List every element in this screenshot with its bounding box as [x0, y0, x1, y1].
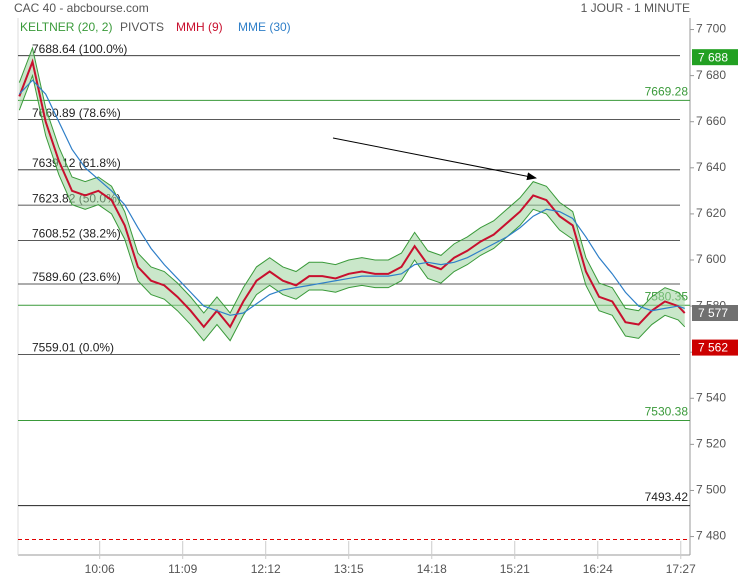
y-tick-label: 7 640: [696, 160, 726, 174]
fib-label: 7589.60 (23.6%): [32, 270, 121, 284]
annotation-arrow: [332, 137, 537, 181]
keltner-upper: [18, 46, 686, 314]
y-tick-label: 7 660: [696, 114, 726, 128]
legend-entry: MME (30): [238, 20, 291, 34]
legend-entry: MMH (9): [176, 20, 223, 34]
chart-title: CAC 40 - abcbourse.com: [14, 1, 149, 15]
x-tick-label: 15:21: [500, 562, 530, 576]
x-tick-label: 12:12: [251, 562, 281, 576]
x-tick-label: 10:06: [85, 562, 115, 576]
y-tick-label: 7 500: [696, 483, 726, 497]
x-tick-label: 17:27: [666, 562, 696, 576]
fib-label: 7639.12 (61.8%): [32, 156, 121, 170]
price-tag-label: 7 577: [698, 306, 728, 320]
pivot-label: 7530.38: [645, 405, 689, 419]
x-tick-label: 14:18: [417, 562, 447, 576]
pivot-label: 7493.42: [645, 490, 689, 504]
y-tick-label: 7 600: [696, 252, 726, 266]
legend-entry: KELTNER (20, 2): [20, 20, 112, 34]
fib-label: 7559.01 (0.0%): [32, 341, 114, 355]
price-line: [18, 58, 686, 329]
ema-line: [18, 79, 685, 316]
y-tick-label: 7 480: [696, 529, 726, 543]
x-tick-label: 13:15: [334, 562, 364, 576]
y-tick-label: 7 680: [696, 68, 726, 82]
legend-entry: PIVOTS: [120, 20, 164, 34]
price-tag: [692, 49, 738, 66]
y-tick-label: 7 700: [696, 22, 726, 36]
price-tag: [692, 339, 738, 356]
price-tag-label: 7 562: [698, 341, 728, 355]
fib-label: 7608.52 (38.2%): [32, 227, 121, 241]
y-tick-label: 7 620: [696, 206, 726, 220]
chart-subtitle: 1 JOUR - 1 MINUTE: [581, 1, 690, 15]
keltner-lower: [18, 73, 686, 342]
x-tick-label: 16:24: [583, 562, 613, 576]
fib-label: 7660.89 (78.6%): [32, 106, 121, 120]
y-tick-label: 7 540: [696, 390, 726, 404]
x-tick-label: 11:09: [168, 562, 197, 576]
pivot-label: 7669.28: [645, 84, 689, 98]
y-tick-label: 7 520: [696, 437, 726, 451]
fib-label: 7688.64 (100.0%): [32, 42, 127, 56]
price-tag-label: 7 688: [698, 50, 728, 64]
price-tag: [692, 305, 738, 322]
